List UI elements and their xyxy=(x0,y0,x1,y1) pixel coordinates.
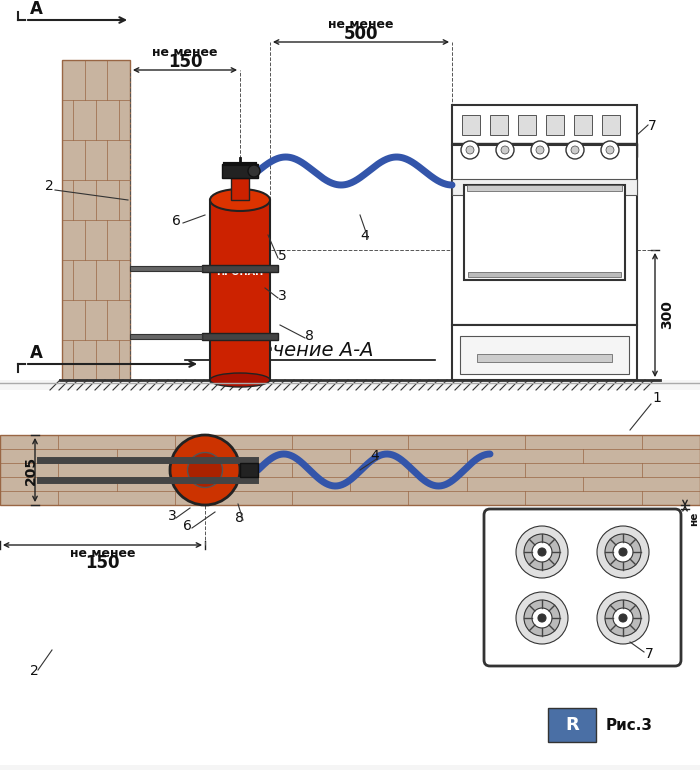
Circle shape xyxy=(248,165,260,177)
Text: 4: 4 xyxy=(370,449,379,463)
Bar xyxy=(460,336,629,374)
Bar xyxy=(452,105,637,145)
Text: Сечение А-А: Сечение А-А xyxy=(246,340,373,360)
Text: 205: 205 xyxy=(24,455,38,484)
Text: А: А xyxy=(30,344,43,362)
Circle shape xyxy=(516,526,568,578)
Text: не менее: не менее xyxy=(153,46,218,59)
Bar xyxy=(518,115,536,135)
Bar xyxy=(222,164,258,178)
Bar xyxy=(452,145,637,325)
Circle shape xyxy=(601,141,619,159)
Circle shape xyxy=(606,146,614,154)
Bar xyxy=(130,266,202,271)
Circle shape xyxy=(170,435,240,505)
Text: А: А xyxy=(30,0,43,18)
Text: ПРОПАН: ПРОПАН xyxy=(216,267,264,277)
FancyBboxPatch shape xyxy=(484,509,681,666)
Bar xyxy=(231,178,249,200)
Bar xyxy=(452,143,637,157)
Circle shape xyxy=(605,600,641,636)
Circle shape xyxy=(566,141,584,159)
Circle shape xyxy=(613,608,633,628)
Circle shape xyxy=(536,146,544,154)
Bar xyxy=(0,390,700,765)
Bar xyxy=(462,115,480,135)
Bar xyxy=(0,0,700,380)
Text: 6: 6 xyxy=(172,214,181,228)
Text: не менее: не менее xyxy=(328,18,393,31)
Bar xyxy=(477,354,612,362)
Circle shape xyxy=(597,592,649,644)
Ellipse shape xyxy=(210,373,270,387)
Circle shape xyxy=(461,141,479,159)
Text: 2: 2 xyxy=(30,664,38,678)
Circle shape xyxy=(516,592,568,644)
Circle shape xyxy=(466,146,474,154)
Circle shape xyxy=(188,453,223,487)
Circle shape xyxy=(538,548,546,556)
Bar xyxy=(240,463,258,477)
Circle shape xyxy=(496,141,514,159)
Bar xyxy=(452,325,637,380)
Circle shape xyxy=(532,608,552,628)
Bar xyxy=(574,115,592,135)
Bar xyxy=(130,334,202,340)
Text: 7: 7 xyxy=(648,119,657,133)
Text: 6: 6 xyxy=(183,519,192,533)
Bar xyxy=(546,115,564,135)
Bar xyxy=(490,115,508,135)
Bar xyxy=(452,179,637,195)
Text: 3: 3 xyxy=(168,509,176,523)
Circle shape xyxy=(597,526,649,578)
Text: 500: 500 xyxy=(344,25,378,43)
Text: 8: 8 xyxy=(235,511,244,525)
Text: 2: 2 xyxy=(45,179,54,193)
Text: 7: 7 xyxy=(645,647,654,661)
Text: R: R xyxy=(565,716,579,734)
Circle shape xyxy=(619,548,627,556)
Circle shape xyxy=(531,141,549,159)
Bar xyxy=(202,333,278,340)
Text: 3: 3 xyxy=(278,289,287,303)
Circle shape xyxy=(501,146,509,154)
Circle shape xyxy=(571,146,579,154)
Bar xyxy=(548,708,596,742)
Circle shape xyxy=(532,542,552,562)
Circle shape xyxy=(524,600,560,636)
Text: 300: 300 xyxy=(660,300,674,330)
Bar xyxy=(464,185,625,280)
Bar xyxy=(210,200,270,380)
Text: Рис.3: Рис.3 xyxy=(606,718,653,732)
Text: не
менее
75: не менее 75 xyxy=(689,488,700,526)
Bar xyxy=(0,435,700,505)
Bar xyxy=(602,115,620,135)
Circle shape xyxy=(524,534,560,570)
Text: 4: 4 xyxy=(360,229,369,243)
Bar xyxy=(62,60,130,380)
Text: 5: 5 xyxy=(278,249,287,263)
Text: 1: 1 xyxy=(652,391,661,405)
Bar xyxy=(468,272,621,277)
Circle shape xyxy=(613,542,633,562)
Ellipse shape xyxy=(210,189,270,211)
Circle shape xyxy=(619,614,627,622)
Text: 150: 150 xyxy=(85,554,120,572)
Bar xyxy=(467,185,622,191)
Bar xyxy=(202,265,278,272)
Text: 8: 8 xyxy=(305,329,314,343)
Circle shape xyxy=(538,614,546,622)
Text: не менее: не менее xyxy=(70,547,135,560)
Text: 150: 150 xyxy=(168,53,202,71)
Circle shape xyxy=(605,534,641,570)
